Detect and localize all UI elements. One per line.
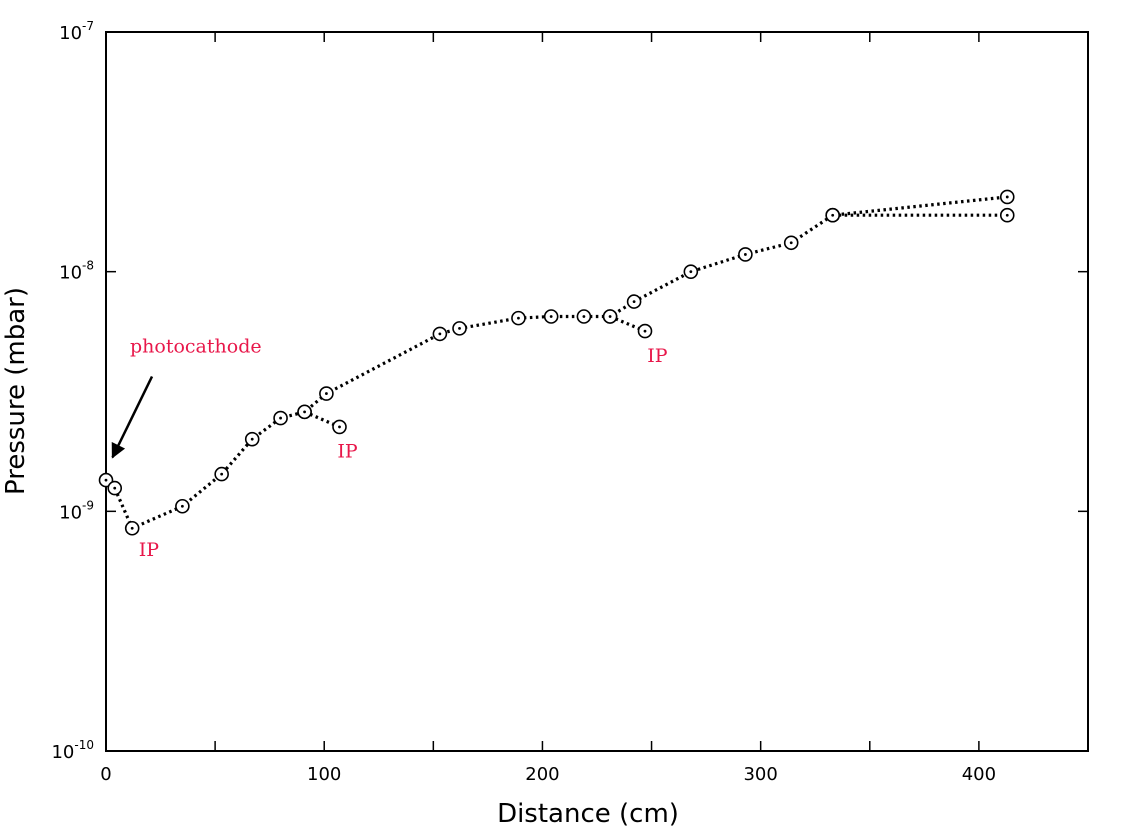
ip-label: IP — [337, 440, 358, 462]
y-tick-label: 10-7 — [59, 19, 94, 44]
y-tick-label: 10-8 — [59, 259, 94, 284]
data-point-dot — [220, 472, 224, 476]
y-tick-exponent: -8 — [82, 259, 94, 273]
data-point-dot — [517, 316, 520, 320]
data-point-dot — [789, 241, 793, 245]
series-lines — [104, 195, 1008, 531]
data-point-dot — [643, 329, 647, 333]
data-point-dot — [180, 504, 184, 508]
data-point-dot — [1005, 213, 1009, 217]
data-point-dot — [689, 270, 693, 274]
data-point-dot — [458, 326, 461, 330]
y-tick-base: 10 — [59, 502, 82, 523]
data-point-dot — [104, 478, 108, 482]
x-tick-label: 400 — [962, 764, 996, 785]
annotations: photocathode IP IP IP — [111, 335, 668, 561]
y-tick-exponent: -10 — [74, 738, 94, 752]
series-points — [98, 189, 1015, 536]
series-line — [104, 195, 1008, 531]
data-point-dot — [325, 392, 328, 395]
data-point-dot — [831, 213, 835, 217]
y-tick-exponent: -9 — [82, 498, 94, 512]
y-tick-exponent: -7 — [82, 19, 94, 33]
ip-label: IP — [139, 539, 160, 561]
y-tick-base: 10 — [51, 742, 74, 763]
data-point-dot — [1005, 195, 1009, 199]
data-point-dot — [113, 486, 117, 490]
x-tick-label: 200 — [525, 764, 559, 785]
data-point-dot — [338, 425, 341, 429]
photocathode-arrow — [111, 375, 154, 459]
x-tick-label: 100 — [307, 764, 341, 785]
data-point-dot — [582, 315, 586, 318]
ip-label: IP — [647, 345, 668, 367]
data-point-dot — [303, 410, 306, 414]
photocathode-label: photocathode — [130, 335, 262, 357]
data-point-dot — [743, 253, 747, 256]
tick-marks — [106, 32, 1088, 751]
x-tick-label: 0 — [100, 764, 111, 785]
y-tick-base: 10 — [59, 263, 82, 284]
data-point-dot — [549, 315, 553, 318]
y-tick-label: 10-9 — [59, 498, 94, 523]
data-point-dot — [438, 332, 442, 336]
plot-frame — [105, 31, 1089, 752]
data-point-dot — [632, 300, 636, 304]
x-tick-label: 300 — [743, 764, 777, 785]
x-axis-title: Distance (cm) — [497, 799, 679, 829]
y-tick-base: 10 — [59, 23, 82, 44]
data-point-dot — [250, 437, 254, 441]
data-point-dot — [608, 315, 612, 318]
y-axis-title: Pressure (mbar) — [1, 287, 31, 495]
y-tick-label: 10-10 — [51, 738, 94, 763]
data-point-dot — [279, 416, 282, 420]
data-point-dot — [130, 526, 134, 530]
